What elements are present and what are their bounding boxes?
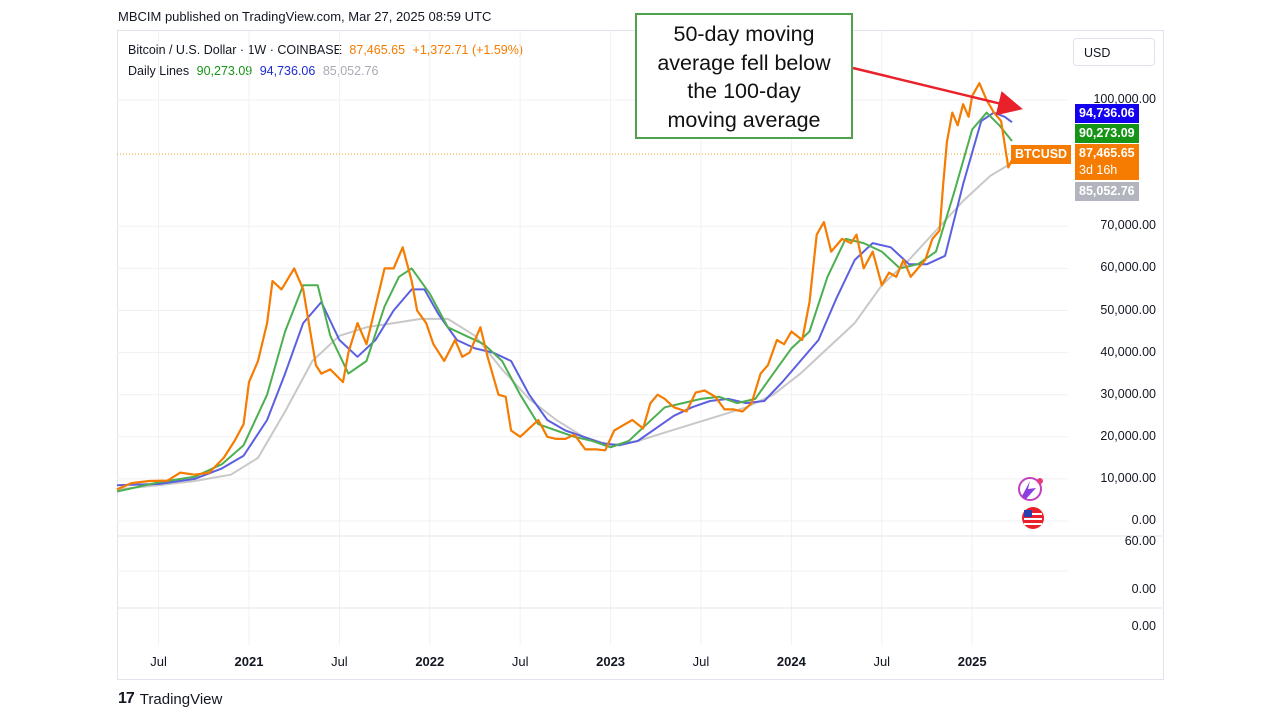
- grid: [117, 31, 1068, 645]
- price-tag-orange-countdown: 3d 16h: [1079, 163, 1118, 177]
- pane-1-tick-bottom: 0.00: [1131, 582, 1156, 596]
- x-tick-label: Jul: [511, 654, 529, 669]
- sparkle-icon[interactable]: [1018, 477, 1043, 501]
- series-line-ma-200[interactable]: [116, 162, 1013, 491]
- annotation-box: 50-day moving average fell below the 100…: [635, 13, 853, 139]
- y-tick-label: 40,000.00: [1100, 344, 1156, 359]
- publisher-line: MBCIM published on TradingView.com, Mar …: [118, 9, 492, 24]
- symbol-name[interactable]: Bitcoin / U.S. Dollar · 1W · COINBASE: [128, 43, 342, 57]
- price-tag-orange: 87,465.65 3d 16h: [1075, 144, 1139, 180]
- series-line-btcusd[interactable]: [116, 82, 1017, 491]
- price-tag-gray: 85,052.76: [1075, 182, 1139, 201]
- currency-button[interactable]: USD: [1073, 38, 1155, 66]
- x-tick-label: 2024: [776, 654, 806, 669]
- y-tick-label: 50,000.00: [1100, 302, 1156, 317]
- symbol-tag: BTCUSD: [1011, 145, 1072, 164]
- annotation-line-3: the 100-day: [687, 79, 801, 103]
- x-tick-label: Jul: [331, 654, 348, 669]
- x-tick-label: Jul: [692, 654, 710, 669]
- indicator-value-green: 90,273.09: [196, 64, 253, 78]
- y-tick-label: 20,000.00: [1100, 428, 1156, 443]
- x-tick-label: Jul: [150, 654, 167, 669]
- price-tag-green: 90,273.09: [1075, 124, 1139, 143]
- annotation-line-1: 50-day moving: [673, 22, 815, 46]
- flag-icon[interactable]: [1022, 507, 1044, 529]
- series-line-ma-50[interactable]: [116, 111, 1013, 493]
- indicator-legend: Daily Lines 90,273.09 94,736.06 85,052.7…: [128, 64, 382, 78]
- symbol-legend: Bitcoin / U.S. Dollar · 1W · COINBASE 87…: [128, 43, 527, 57]
- tradingview-logo[interactable]: 17 TradingView: [118, 690, 222, 708]
- y-tick-label: 10,000.00: [1100, 470, 1156, 485]
- indicator-value-blue: 94,736.06: [259, 64, 316, 78]
- tv-logo-text: TradingView: [139, 690, 223, 708]
- y-tick-label: 100,000.00: [1093, 92, 1156, 106]
- x-tick-label: 2021: [234, 654, 264, 669]
- series-group: [116, 82, 1017, 493]
- y-tick-label: 60,000.00: [1100, 260, 1156, 275]
- pane-1-tick-top: 60.00: [1124, 534, 1156, 548]
- tv-logo-icon: 17: [118, 690, 135, 707]
- symbol-change: +1,372.71 (+1.59%): [412, 43, 524, 57]
- y-tick-label: 0.00: [1131, 513, 1156, 527]
- y-tick-label: 70,000.00: [1100, 218, 1156, 233]
- symbol-price: 87,465.65: [349, 43, 406, 57]
- price-tag-orange-value: 87,465.65: [1079, 146, 1135, 160]
- annotation-arrow: [852, 66, 1023, 116]
- annotation-line-2: average fell below: [657, 50, 831, 75]
- indicator-value-gray: 85,052.76: [322, 64, 379, 78]
- y-tick-label: 30,000.00: [1100, 386, 1156, 401]
- x-tick-label: 2025: [957, 654, 987, 669]
- x-tick-label: Jul: [873, 654, 891, 669]
- pane-2-tick: 0.00: [1131, 619, 1156, 633]
- annotation-line-4: moving average: [667, 107, 821, 132]
- x-tick-label: 2023: [596, 654, 626, 669]
- x-tick-label: 2022: [415, 654, 445, 669]
- price-tag-blue: 94,736.06: [1075, 104, 1139, 123]
